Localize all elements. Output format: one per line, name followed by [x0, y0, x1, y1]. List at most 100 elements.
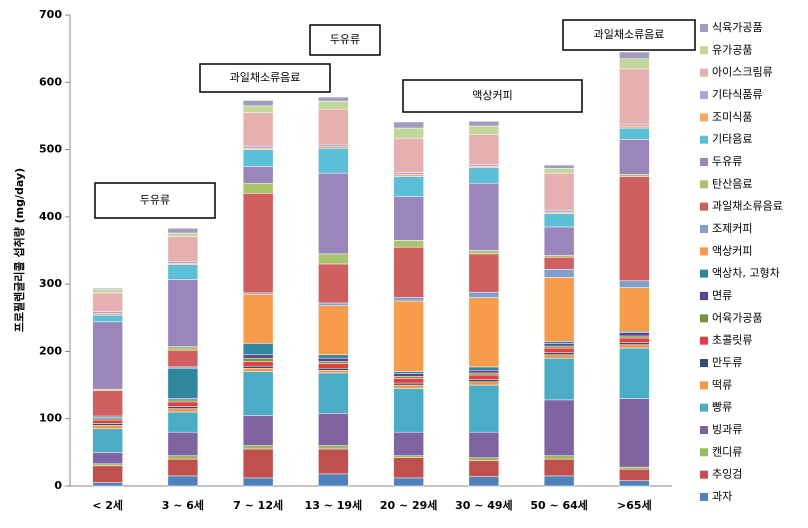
bar-segment — [393, 172, 424, 175]
bar-segment — [167, 232, 199, 237]
bar-segment — [167, 236, 199, 262]
bar-segment — [393, 373, 424, 377]
legend-label: 빵류 — [712, 401, 732, 414]
legend-swatch — [700, 68, 708, 77]
x-tick-label: < 2세 — [92, 498, 123, 512]
bar-segment — [318, 368, 349, 371]
legend-label: 조제커피 — [712, 222, 752, 235]
bar-segment — [242, 448, 274, 479]
bar-segment — [468, 381, 500, 386]
bar-segment — [619, 342, 650, 345]
bar-segment — [619, 344, 650, 349]
bar-segment — [393, 388, 424, 433]
bar-segment — [167, 261, 199, 264]
bar-segment — [468, 250, 500, 255]
bar-segment — [318, 302, 349, 306]
bar-segment — [242, 365, 274, 369]
y-tick-label: 300 — [39, 277, 62, 290]
legend-label: 식육가공품 — [712, 21, 763, 34]
bar-segment — [92, 292, 123, 312]
bar-segment — [393, 382, 424, 386]
bar-segment — [393, 455, 424, 458]
legend-swatch — [700, 46, 708, 55]
bar-segment — [468, 167, 500, 184]
bar-segment — [167, 408, 199, 413]
legend-swatch — [700, 202, 708, 211]
bar-segment — [543, 164, 575, 169]
bar-segment — [167, 346, 199, 351]
annotation: 두유류 — [330, 33, 360, 46]
legend-label: 유가공품 — [712, 43, 752, 56]
bar-segment — [468, 431, 500, 458]
bar-segment — [393, 174, 424, 177]
legend-swatch — [700, 448, 708, 457]
bar-segment — [543, 269, 575, 278]
bar-segment — [167, 368, 199, 399]
legend-swatch — [700, 24, 708, 32]
bar-segment — [619, 127, 650, 140]
bar-segment — [468, 366, 500, 371]
bar-segment — [92, 423, 123, 426]
y-axis-label: 프로필렌글리콜 섭취량 (mg/day) — [12, 168, 26, 332]
y-tick-label: 700 — [39, 8, 62, 21]
bar-segment — [167, 349, 199, 368]
bar-segment — [242, 145, 274, 149]
bar-segment — [468, 164, 500, 167]
bar-segment — [543, 352, 575, 356]
bar-segment — [543, 209, 575, 213]
bar-segment — [318, 445, 349, 450]
bar-segment — [468, 374, 500, 380]
bar-segment — [242, 357, 274, 362]
legend-label: 떡류 — [712, 378, 732, 391]
bar-segment — [393, 457, 424, 479]
bar-segment — [318, 413, 349, 446]
bar-segment — [167, 411, 199, 433]
bar-segment — [543, 254, 575, 258]
bar-segment — [242, 166, 274, 184]
legend-swatch — [700, 135, 708, 144]
bar-segment — [318, 145, 349, 149]
bar-segment — [393, 384, 424, 389]
bar-segment — [242, 182, 274, 194]
bar-segment — [619, 468, 650, 481]
bar-segment — [242, 354, 274, 359]
bar-segment — [543, 475, 575, 487]
bar-segment — [393, 477, 424, 487]
bar-segment — [393, 127, 424, 139]
legend-label: 기타식품류 — [712, 88, 763, 101]
bar-segment — [543, 213, 575, 228]
legend-swatch — [700, 426, 708, 434]
annotation: 과일채소류음료 — [594, 27, 665, 41]
bar-segment — [468, 291, 500, 298]
bar-segment — [242, 100, 274, 107]
bar-segment — [393, 176, 424, 197]
bar-segment — [619, 466, 650, 470]
bar-segment — [318, 354, 349, 359]
bar-segment — [468, 379, 500, 382]
legend-swatch — [700, 247, 708, 256]
annotation: 두유류 — [140, 194, 170, 207]
bar-segment — [619, 332, 650, 337]
bar-segment — [242, 293, 274, 344]
legend-label: 캔디류 — [712, 445, 742, 458]
bar-segment — [543, 341, 575, 344]
x-tick-label: 7 ~ 12세 — [233, 498, 283, 512]
legend-label: 과일채소류음료 — [712, 199, 783, 213]
y-tick-label: 600 — [39, 75, 62, 88]
bar-segment — [242, 371, 274, 416]
bar-segment — [543, 343, 575, 347]
bar-segment — [619, 337, 650, 343]
bar-segment — [619, 287, 650, 332]
bar-segment — [318, 147, 349, 174]
x-tick-label: 50 ~ 64세 — [530, 498, 588, 512]
bar-segment — [242, 445, 274, 450]
bar-segment — [543, 347, 575, 354]
legend-label: 두유류 — [712, 155, 742, 168]
bar-segment — [242, 112, 274, 147]
bar-segment — [543, 455, 575, 460]
bar-segment — [619, 347, 650, 399]
bar-segment — [393, 297, 424, 302]
x-tick-label: 3 ~ 6세 — [162, 498, 204, 512]
legend-swatch — [700, 113, 708, 122]
bar-segment — [393, 371, 424, 374]
